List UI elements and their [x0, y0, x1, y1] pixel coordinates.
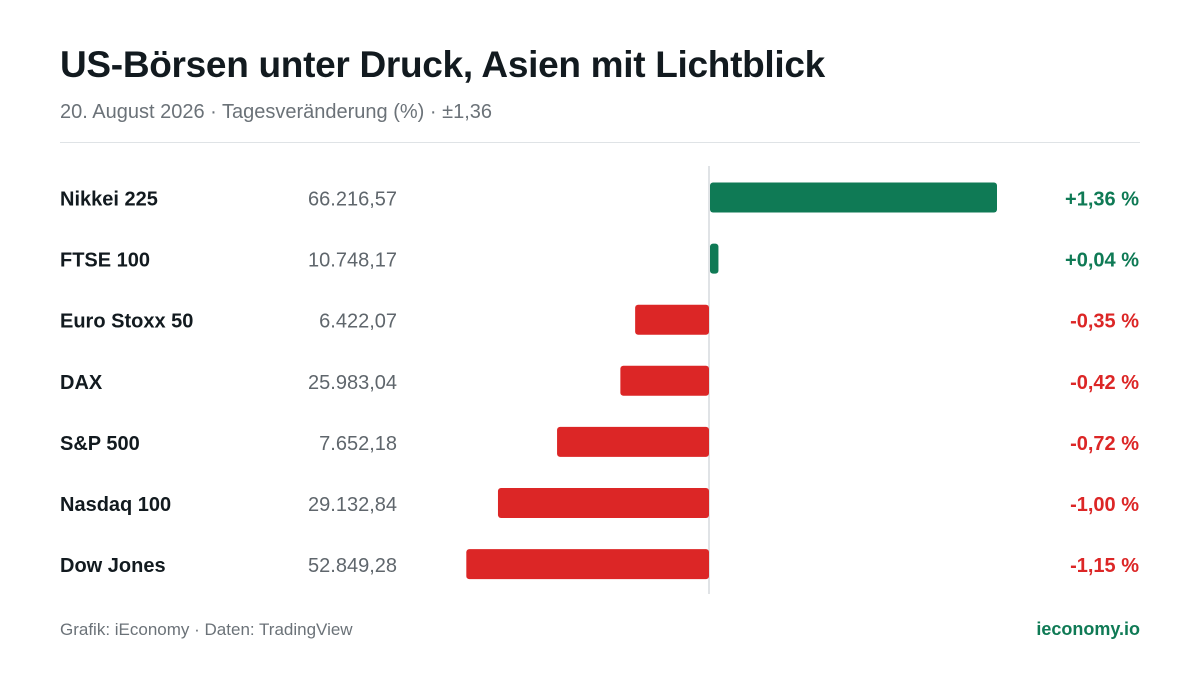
value-label: -1,15 %	[1070, 555, 1139, 577]
category-label: S&P 500	[60, 433, 140, 455]
bar	[710, 182, 997, 213]
index-level: 6.422,07	[319, 311, 397, 333]
chart-subtitle: 20. August 2026 · Tagesveränderung (%) ·…	[60, 101, 492, 123]
bar	[620, 365, 709, 396]
bar	[557, 426, 709, 457]
chart-title: US-Börsen unter Druck, Asien mit Lichtbl…	[60, 44, 825, 85]
bar	[466, 549, 709, 580]
index-level: 66.216,57	[308, 189, 397, 211]
bar	[710, 243, 719, 274]
header-divider	[60, 142, 1140, 143]
index-level: 10.748,17	[308, 250, 397, 272]
index-level: 7.652,18	[319, 433, 397, 455]
source-credit: Grafik: iEconomy · Daten: TradingView	[60, 620, 353, 639]
category-label: Nasdaq 100	[60, 494, 171, 516]
category-label: DAX	[60, 372, 103, 394]
value-label: -0,42 %	[1070, 372, 1139, 394]
value-label: -0,35 %	[1070, 311, 1139, 333]
index-level: 52.849,28	[308, 555, 397, 577]
index-level: 25.983,04	[308, 372, 397, 394]
brand-link[interactable]: ieconomy.io	[1036, 619, 1140, 639]
category-label: FTSE 100	[60, 250, 150, 272]
category-label: Euro Stoxx 50	[60, 311, 193, 333]
value-label: +0,04 %	[1065, 250, 1139, 272]
value-label: -1,00 %	[1070, 494, 1139, 516]
value-label: -0,72 %	[1070, 433, 1139, 455]
category-label: Dow Jones	[60, 555, 166, 577]
bar	[635, 304, 709, 335]
category-label: Nikkei 225	[60, 189, 158, 211]
value-label: +1,36 %	[1065, 189, 1139, 211]
bar	[497, 488, 709, 518]
index-level: 29.132,84	[308, 494, 397, 516]
